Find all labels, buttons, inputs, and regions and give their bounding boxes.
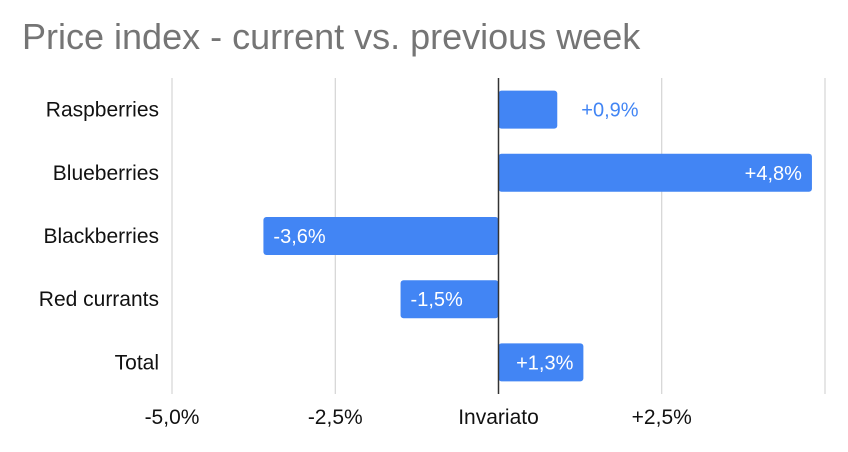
category-label: Red currants <box>39 288 159 311</box>
chart-title: Price index - current vs. previous week <box>22 16 641 57</box>
data-label: -3,6% <box>273 226 325 248</box>
data-label: +1,3% <box>516 352 573 374</box>
category-label: Total <box>115 351 159 374</box>
category-label: Blackberries <box>43 225 159 248</box>
bar-blackberries <box>263 217 499 255</box>
data-label: +4,8% <box>745 163 802 185</box>
bar-blueberries <box>498 153 812 192</box>
x-tick-label: -2,5% <box>308 406 363 429</box>
bar-red-currants <box>400 280 499 319</box>
x-tick-label: Invariato <box>458 406 539 429</box>
data-label: -1,5% <box>411 289 463 311</box>
bar-raspberries <box>498 90 558 129</box>
x-tick-label: -5,0% <box>145 406 200 429</box>
data-label: +0,9% <box>581 100 638 122</box>
bar-total <box>498 343 584 382</box>
category-label: Blueberries <box>53 162 159 185</box>
x-tick-label: +2,5% <box>632 406 692 429</box>
category-label: Raspberries <box>46 99 159 122</box>
